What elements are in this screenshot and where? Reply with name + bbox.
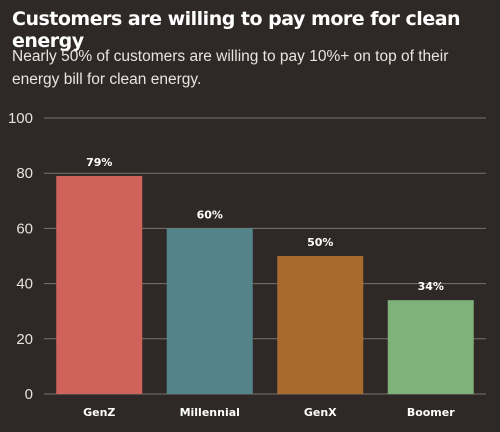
- y-axis-ticks: 0 20 40 60 80 100: [8, 110, 33, 403]
- chart-subtitle: Nearly 50% of customers are willing to p…: [12, 48, 449, 88]
- category-label: GenX: [304, 406, 337, 419]
- y-tick-label: 60: [16, 220, 33, 237]
- category-label: Millennial: [180, 406, 240, 419]
- data-label: 34%: [418, 280, 444, 293]
- chart-title: Customers are willing to pay more for cl…: [12, 8, 461, 52]
- bar-millennial: [166, 228, 253, 394]
- data-label: 50%: [307, 236, 333, 249]
- category-label: Boomer: [407, 406, 455, 419]
- category-label: GenZ: [83, 406, 115, 419]
- bar-boomer: [387, 300, 474, 394]
- data-labels: 79% 60% 50% 34%: [86, 156, 444, 293]
- data-label: 60%: [197, 208, 223, 221]
- x-axis-categories: GenZ Millennial GenX Boomer: [83, 406, 455, 419]
- y-tick-label: 40: [16, 276, 33, 293]
- bars: [56, 175, 474, 394]
- y-tick-label: 20: [16, 331, 33, 348]
- y-tick-label: 100: [8, 110, 33, 127]
- bar-genx: [277, 256, 364, 394]
- y-tick-label: 0: [25, 386, 33, 403]
- bar-genz: [56, 175, 143, 394]
- y-tick-label: 80: [16, 165, 33, 182]
- data-label: 79%: [86, 156, 112, 169]
